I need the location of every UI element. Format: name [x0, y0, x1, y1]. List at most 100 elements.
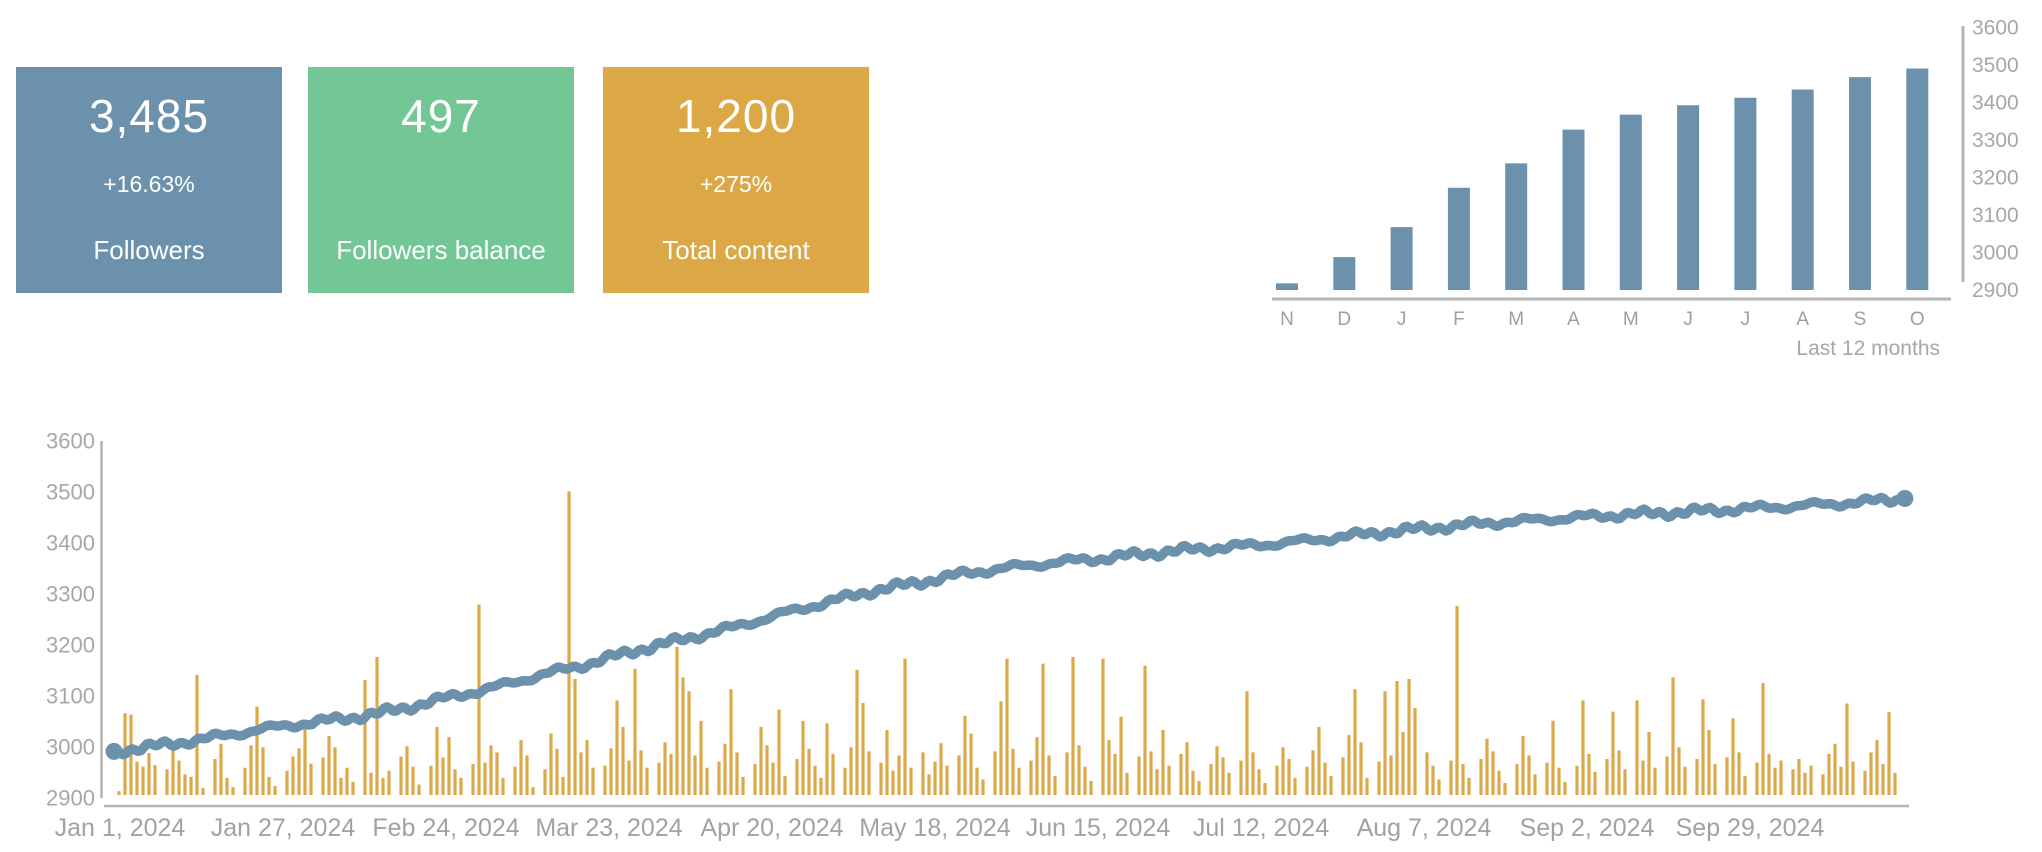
- daily-content-bar[interactable]: [717, 761, 721, 795]
- daily-content-bar[interactable]: [621, 726, 625, 795]
- daily-content-bar[interactable]: [363, 680, 367, 795]
- daily-content-bar[interactable]: [993, 751, 997, 795]
- daily-content-bar[interactable]: [645, 767, 649, 795]
- daily-content-bar[interactable]: [477, 604, 481, 795]
- daily-content-bar[interactable]: [1845, 703, 1849, 795]
- daily-content-bar[interactable]: [531, 787, 535, 795]
- daily-content-bar[interactable]: [1677, 747, 1681, 795]
- daily-content-bar[interactable]: [243, 767, 247, 795]
- daily-content-bar[interactable]: [1863, 770, 1867, 795]
- daily-content-bar[interactable]: [1401, 732, 1405, 795]
- daily-content-bar[interactable]: [1185, 742, 1189, 795]
- daily-content-bar[interactable]: [903, 658, 907, 795]
- daily-content-bar[interactable]: [1647, 732, 1651, 795]
- daily-content-bar[interactable]: [495, 752, 499, 795]
- daily-content-bar[interactable]: [1347, 735, 1351, 795]
- daily-content-bar[interactable]: [1665, 756, 1669, 796]
- daily-content-bar[interactable]: [399, 756, 403, 796]
- daily-content-bar[interactable]: [267, 776, 271, 795]
- daily-content-bar[interactable]: [1053, 775, 1057, 795]
- daily-content-bar[interactable]: [1317, 726, 1321, 795]
- daily-content-bar[interactable]: [1773, 767, 1777, 795]
- daily-content-bar[interactable]: [1875, 740, 1879, 795]
- daily-content-bar[interactable]: [957, 755, 961, 795]
- daily-content-bar[interactable]: [261, 747, 265, 795]
- daily-content-bar[interactable]: [1683, 766, 1687, 795]
- daily-content-bar[interactable]: [1455, 606, 1459, 795]
- daily-content-bar[interactable]: [843, 767, 847, 795]
- daily-content-bar[interactable]: [189, 776, 193, 795]
- daily-content-bar[interactable]: [1653, 767, 1657, 795]
- daily-content-bar[interactable]: [1635, 700, 1639, 795]
- daily-content-bar[interactable]: [1725, 757, 1729, 795]
- daily-content-bar[interactable]: [945, 765, 949, 795]
- monthly-followers-bar[interactable]: [1619, 114, 1642, 290]
- daily-content-bar[interactable]: [1341, 757, 1345, 795]
- daily-content-bar[interactable]: [1365, 777, 1369, 795]
- daily-content-bar[interactable]: [849, 747, 853, 795]
- daily-content-bar[interactable]: [1641, 760, 1645, 795]
- daily-content-bar[interactable]: [333, 747, 337, 795]
- daily-content-bar[interactable]: [447, 737, 451, 795]
- daily-content-bar[interactable]: [1353, 689, 1357, 795]
- daily-content-bar[interactable]: [1413, 708, 1417, 795]
- daily-content-bar[interactable]: [819, 777, 823, 795]
- daily-content-bar[interactable]: [1497, 770, 1501, 795]
- daily-content-bar[interactable]: [1071, 657, 1075, 795]
- daily-content-bar[interactable]: [1257, 769, 1261, 795]
- daily-content-bar[interactable]: [441, 757, 445, 795]
- daily-content-bar[interactable]: [735, 752, 739, 795]
- daily-content-bar[interactable]: [831, 753, 835, 795]
- daily-content-bar[interactable]: [669, 753, 673, 795]
- daily-content-bar[interactable]: [321, 757, 325, 795]
- daily-content-bar[interactable]: [933, 761, 937, 795]
- daily-content-bar[interactable]: [525, 755, 529, 795]
- daily-content-bar[interactable]: [1575, 765, 1579, 795]
- daily-content-bar[interactable]: [555, 748, 559, 795]
- daily-content-bar[interactable]: [627, 760, 631, 795]
- daily-content-bar[interactable]: [639, 750, 643, 795]
- daily-content-bar[interactable]: [909, 767, 913, 795]
- daily-content-bar[interactable]: [453, 769, 457, 795]
- monthly-followers-bar[interactable]: [1276, 283, 1298, 290]
- daily-content-bar[interactable]: [1491, 751, 1495, 795]
- daily-content-bar[interactable]: [681, 677, 685, 795]
- daily-content-bar[interactable]: [603, 765, 607, 795]
- daily-content-bar[interactable]: [519, 740, 523, 795]
- daily-content-bar[interactable]: [1161, 729, 1165, 795]
- daily-content-bar[interactable]: [1449, 760, 1453, 795]
- daily-content-bar[interactable]: [741, 776, 745, 795]
- daily-content-bar[interactable]: [1881, 764, 1885, 795]
- daily-content-bar[interactable]: [213, 759, 217, 795]
- daily-content-bar[interactable]: [513, 766, 517, 795]
- daily-content-bar[interactable]: [1545, 762, 1549, 795]
- daily-content-bar[interactable]: [1137, 756, 1141, 796]
- daily-content-bar[interactable]: [1383, 691, 1387, 795]
- daily-content-bar[interactable]: [225, 777, 229, 795]
- daily-content-bar[interactable]: [1275, 765, 1279, 795]
- daily-content-bar[interactable]: [1803, 772, 1807, 795]
- daily-content-bar[interactable]: [729, 689, 733, 795]
- daily-content-bar[interactable]: [657, 762, 661, 795]
- monthly-followers-bar[interactable]: [1734, 97, 1757, 290]
- daily-content-bar[interactable]: [435, 726, 439, 795]
- daily-content-bar[interactable]: [1515, 764, 1519, 795]
- daily-content-bar[interactable]: [429, 765, 433, 795]
- daily-content-bar[interactable]: [369, 772, 373, 795]
- daily-content-bar[interactable]: [1011, 748, 1015, 795]
- daily-content-bar[interactable]: [1623, 769, 1627, 795]
- daily-content-bar[interactable]: [699, 720, 703, 795]
- daily-content-bar[interactable]: [375, 657, 379, 795]
- daily-content-bar[interactable]: [351, 782, 355, 795]
- daily-content-bar[interactable]: [1809, 765, 1813, 795]
- daily-content-bar[interactable]: [411, 766, 415, 795]
- daily-content-bar[interactable]: [771, 762, 775, 795]
- daily-content-bar[interactable]: [1839, 766, 1843, 795]
- daily-content-bar[interactable]: [1215, 746, 1219, 795]
- daily-content-bar[interactable]: [1695, 759, 1699, 795]
- daily-content-bar[interactable]: [1359, 742, 1363, 795]
- daily-content-bar[interactable]: [807, 748, 811, 795]
- daily-content-bar[interactable]: [1893, 772, 1897, 795]
- daily-content-bar[interactable]: [1461, 764, 1465, 795]
- daily-content-bar[interactable]: [1155, 769, 1159, 795]
